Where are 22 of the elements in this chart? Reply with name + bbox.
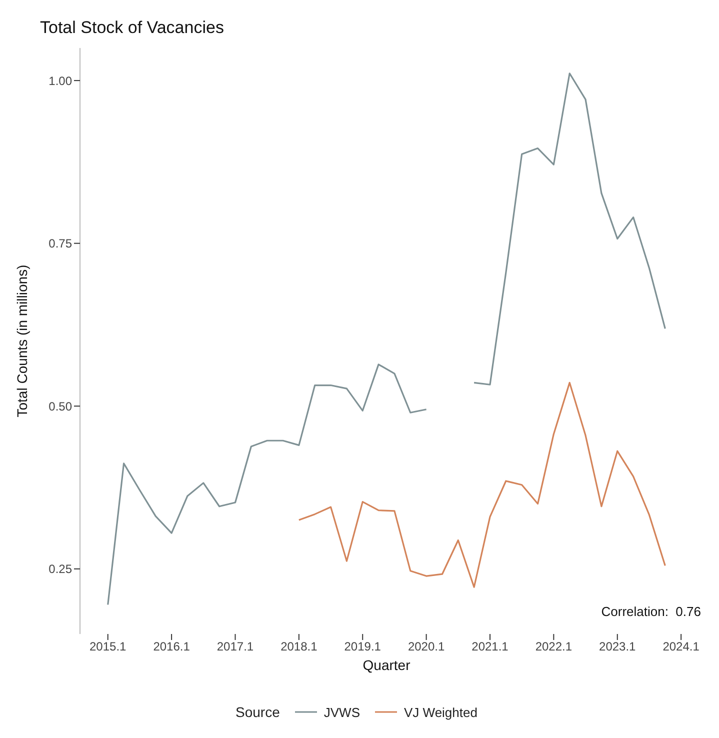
- chart-title: Total Stock of Vacancies: [40, 18, 224, 38]
- legend-title: Source: [236, 704, 280, 720]
- y-tick-label: 1.00: [48, 74, 72, 88]
- x-tick-label: 2019.1: [344, 640, 382, 654]
- y-axis-title: Total Counts (in millions): [14, 264, 30, 418]
- y-tick-label: 0.25: [48, 562, 72, 576]
- x-tick-label: 2020.1: [408, 640, 445, 654]
- x-tick-label: 2016.1: [153, 640, 190, 654]
- annotation: Correlation: 0.76: [601, 604, 701, 619]
- x-tick-label: 2017.1: [216, 640, 254, 654]
- x-tick-label: 2022.1: [535, 640, 572, 654]
- legend-label: JVWS: [324, 704, 360, 720]
- x-tick-label: 2021.1: [472, 640, 509, 654]
- x-tick-label: 2015.1: [90, 640, 127, 654]
- y-tick-label: 0.50: [48, 399, 72, 414]
- y-tick-label: 0.75: [48, 236, 72, 251]
- x-tick-label: 2024.1: [662, 640, 700, 654]
- line-series: [298, 382, 666, 588]
- x-tick-label: 2023.1: [599, 640, 636, 654]
- x-tick-label: 2018.1: [280, 640, 318, 654]
- x-axis-title: Quarter: [362, 657, 411, 673]
- legend-label: VJ Weighted: [404, 704, 478, 720]
